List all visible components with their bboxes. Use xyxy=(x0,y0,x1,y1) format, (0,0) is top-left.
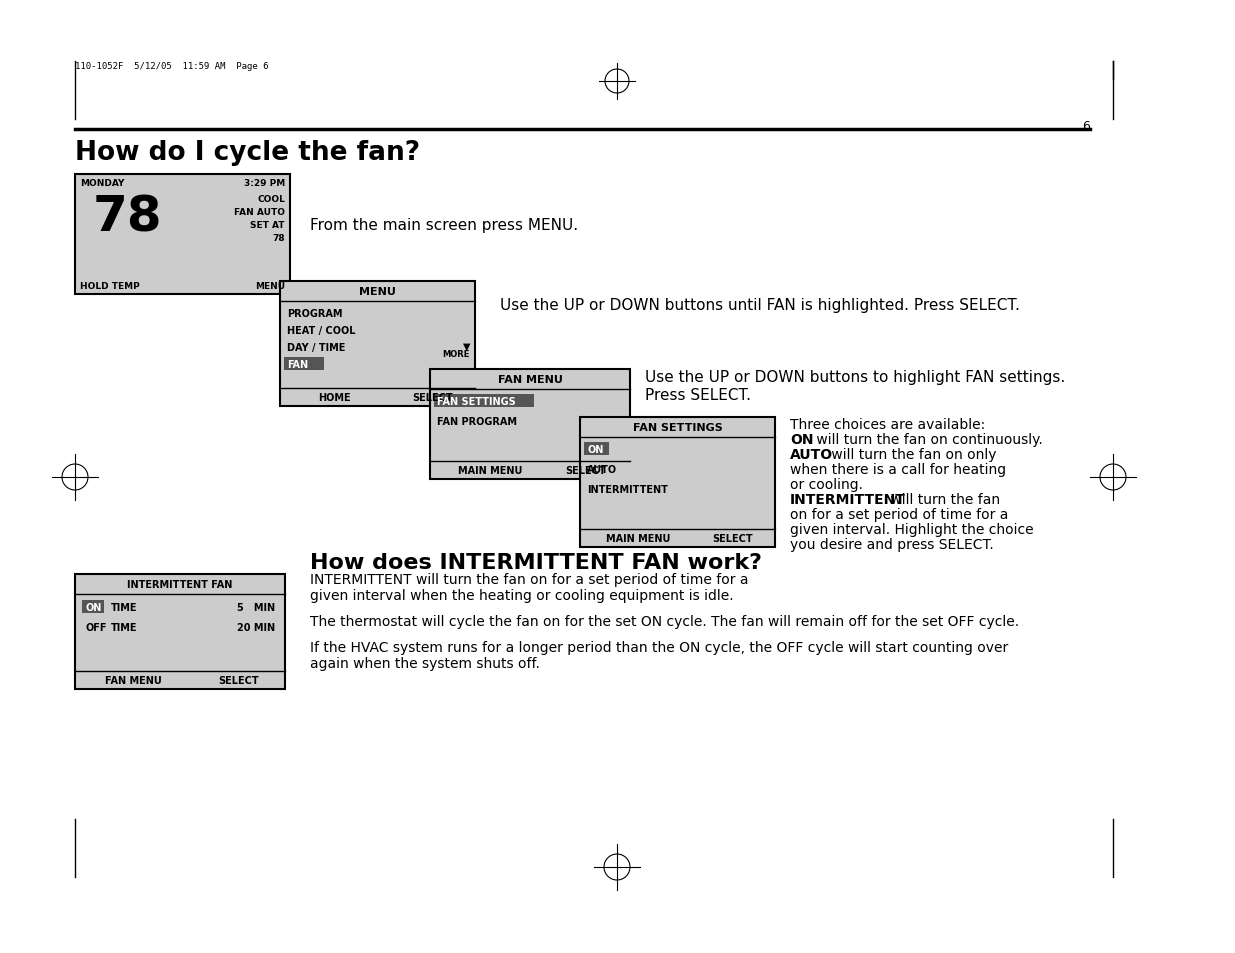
Text: FAN AUTO: FAN AUTO xyxy=(233,208,285,216)
Text: 20 MIN: 20 MIN xyxy=(237,622,275,633)
Text: Use the UP or DOWN buttons until FAN is highlighted. Press SELECT.: Use the UP or DOWN buttons until FAN is … xyxy=(500,297,1020,313)
Text: SELECT: SELECT xyxy=(566,465,606,476)
Bar xyxy=(280,282,475,407)
Text: If the HVAC system runs for a longer period than the ON cycle, the OFF cycle wil: If the HVAC system runs for a longer per… xyxy=(310,640,1008,655)
Text: FAN PROGRAM: FAN PROGRAM xyxy=(437,416,517,427)
Text: Press SELECT.: Press SELECT. xyxy=(645,388,751,402)
Bar xyxy=(584,442,609,456)
Text: SET AT: SET AT xyxy=(251,221,285,230)
Text: HEAT / COOL: HEAT / COOL xyxy=(287,326,356,335)
Bar xyxy=(284,357,324,371)
Text: again when the system shuts off.: again when the system shuts off. xyxy=(310,657,540,670)
Text: HOME: HOME xyxy=(319,393,351,402)
Text: 78: 78 xyxy=(93,193,163,241)
Bar xyxy=(82,600,104,614)
Text: INTERMITTENT: INTERMITTENT xyxy=(587,484,668,495)
Text: HOLD TEMP: HOLD TEMP xyxy=(80,282,140,291)
Text: given interval when the heating or cooling equipment is idle.: given interval when the heating or cooli… xyxy=(310,588,734,602)
Text: PROGRAM: PROGRAM xyxy=(287,309,342,318)
Text: 6: 6 xyxy=(1082,120,1091,132)
Text: The thermostat will cycle the fan on for the set ON cycle. The fan will remain o: The thermostat will cycle the fan on for… xyxy=(310,615,1019,628)
Bar xyxy=(430,370,630,479)
Text: INTERMITTENT will turn the fan on for a set period of time for a: INTERMITTENT will turn the fan on for a … xyxy=(310,573,748,586)
Text: INTERMITTENT FAN: INTERMITTENT FAN xyxy=(127,579,232,589)
Bar xyxy=(580,417,776,547)
Text: How does INTERMITTENT FAN work?: How does INTERMITTENT FAN work? xyxy=(310,553,762,573)
Text: you desire and press SELECT.: you desire and press SELECT. xyxy=(790,537,994,552)
Text: FAN SETTINGS: FAN SETTINGS xyxy=(437,396,516,407)
Text: or cooling.: or cooling. xyxy=(790,477,863,492)
Text: OFF: OFF xyxy=(85,622,106,633)
Text: will turn the fan on continuously.: will turn the fan on continuously. xyxy=(811,433,1042,447)
Text: FAN MENU: FAN MENU xyxy=(105,676,162,685)
Text: FAN MENU: FAN MENU xyxy=(498,375,562,385)
Text: will turn the fan: will turn the fan xyxy=(885,493,1000,506)
Text: ON: ON xyxy=(587,444,604,455)
Text: TIME: TIME xyxy=(111,622,137,633)
Text: MENU: MENU xyxy=(359,287,396,296)
Text: Three choices are available:: Three choices are available: xyxy=(790,417,986,432)
Text: 110-1052F  5/12/05  11:59 AM  Page 6: 110-1052F 5/12/05 11:59 AM Page 6 xyxy=(75,62,268,71)
Text: 5   MIN: 5 MIN xyxy=(237,602,275,613)
Text: 3:29 PM: 3:29 PM xyxy=(243,179,285,188)
Text: AUTO: AUTO xyxy=(790,448,834,461)
Text: MAIN MENU: MAIN MENU xyxy=(606,534,671,543)
Text: FAN SETTINGS: FAN SETTINGS xyxy=(632,422,722,433)
Text: From the main screen press MENU.: From the main screen press MENU. xyxy=(310,218,578,233)
Text: MORE: MORE xyxy=(442,350,471,358)
Text: MONDAY: MONDAY xyxy=(80,179,125,188)
Text: ON: ON xyxy=(85,602,101,613)
Text: given interval. Highlight the choice: given interval. Highlight the choice xyxy=(790,522,1034,537)
Bar xyxy=(433,395,534,408)
Text: when there is a call for heating: when there is a call for heating xyxy=(790,462,1007,476)
Text: on for a set period of time for a: on for a set period of time for a xyxy=(790,507,1008,521)
Bar xyxy=(75,174,290,294)
Text: How do I cycle the fan?: How do I cycle the fan? xyxy=(75,140,420,166)
Text: TIME: TIME xyxy=(111,602,137,613)
Text: FAN: FAN xyxy=(287,359,308,370)
Bar xyxy=(75,575,285,689)
Text: SELECT: SELECT xyxy=(219,676,259,685)
Text: will turn the fan on only: will turn the fan on only xyxy=(827,448,997,461)
Text: ON: ON xyxy=(790,433,814,447)
Text: INTERMITTENT: INTERMITTENT xyxy=(790,493,906,506)
Text: MENU: MENU xyxy=(254,282,285,291)
Text: ▼: ▼ xyxy=(462,341,471,352)
Text: DAY / TIME: DAY / TIME xyxy=(287,343,346,353)
Text: SELECT: SELECT xyxy=(411,393,452,402)
Text: AUTO: AUTO xyxy=(587,464,618,475)
Text: MAIN MENU: MAIN MENU xyxy=(458,465,522,476)
Text: COOL: COOL xyxy=(257,194,285,204)
Text: Use the UP or DOWN buttons to highlight FAN settings.: Use the UP or DOWN buttons to highlight … xyxy=(645,370,1066,385)
Text: SELECT: SELECT xyxy=(711,534,752,543)
Text: 78: 78 xyxy=(273,233,285,243)
